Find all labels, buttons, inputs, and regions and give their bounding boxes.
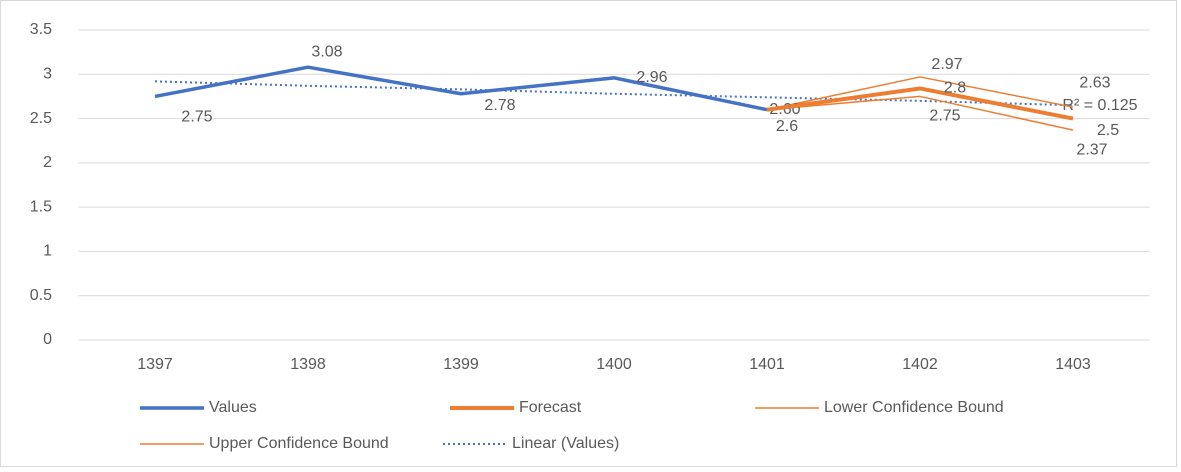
data-label: 2.8 (944, 80, 966, 97)
y-tick-label: 1 (43, 243, 52, 260)
y-tick-label: 1.5 (30, 198, 52, 215)
data-label: 2.97 (931, 56, 962, 73)
x-tick-label: 1399 (443, 356, 479, 373)
data-label: 2.5 (1097, 122, 1119, 139)
series-line (766, 76, 1074, 111)
series-line (766, 95, 1074, 131)
data-label: 2.96 (636, 69, 667, 86)
data-label: 3.08 (311, 43, 342, 60)
data-label: 2.6 (776, 118, 798, 135)
series-line (154, 80, 1074, 107)
legend-label: Lower Confidence Bound (824, 399, 1004, 416)
x-tick-label: 1398 (290, 356, 326, 373)
legend-label: Linear (Values) (512, 435, 619, 452)
y-tick-label: 0 (43, 331, 52, 348)
legend-label: Upper Confidence Bound (209, 435, 389, 452)
data-label: 2.78 (484, 97, 515, 114)
series-line (154, 65, 768, 112)
data-label: 2.37 (1076, 141, 1107, 158)
y-tick-label: 0.5 (30, 287, 52, 304)
series-line (766, 86, 1074, 121)
x-tick-label: 1400 (596, 356, 632, 373)
x-tick-label: 1401 (749, 356, 785, 373)
legend-label: Forecast (519, 399, 582, 416)
y-tick-label: 2 (43, 154, 52, 171)
legend-label: Values (209, 399, 257, 416)
data-label: 2.75 (929, 108, 960, 125)
x-tick-label: 1402 (902, 356, 938, 373)
data-label: 2.63 (1079, 74, 1110, 91)
y-tick-label: 2.5 (30, 110, 52, 127)
y-tick-label: 3 (43, 66, 52, 83)
x-tick-label: 1403 (1055, 356, 1091, 373)
x-tick-label: 1397 (137, 356, 173, 373)
y-tick-label: 3.5 (30, 21, 52, 38)
annotation: R² = 0.125 (1062, 97, 1137, 114)
data-label: 2.75 (181, 109, 212, 126)
